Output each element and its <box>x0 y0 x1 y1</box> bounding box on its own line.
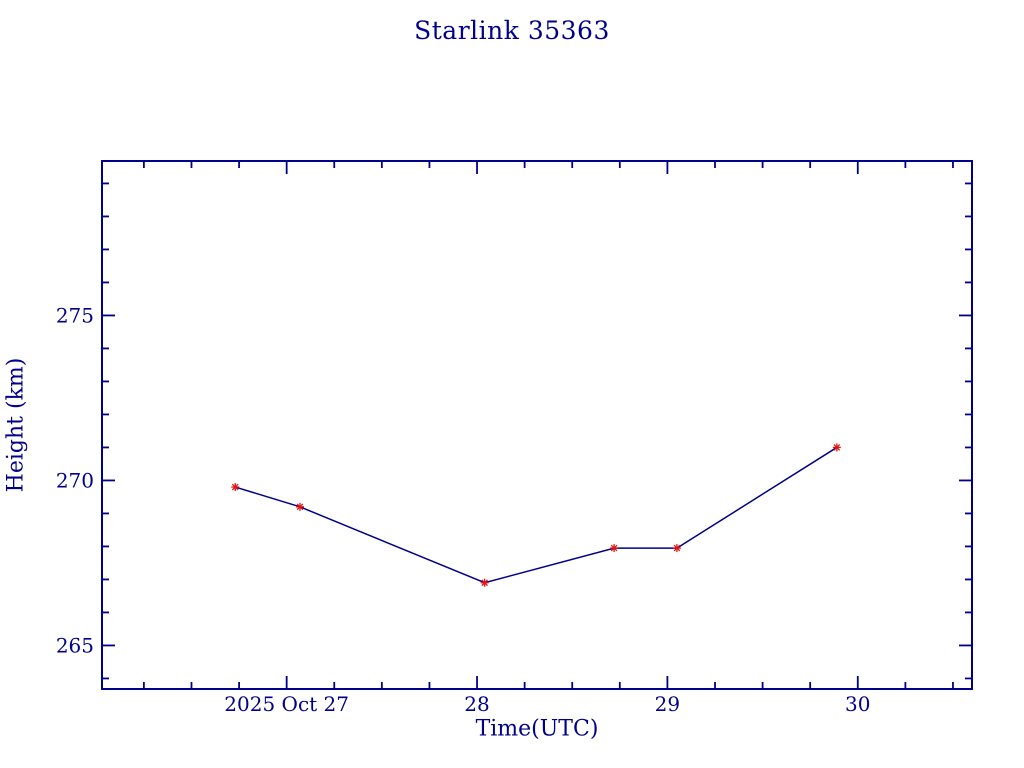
marker-stroke <box>481 579 488 587</box>
x-tick-label: 30 <box>845 692 870 716</box>
x-axis-label: Time(UTC) <box>475 716 599 742</box>
x-tick-label: 28 <box>464 692 489 716</box>
data-point-marker <box>832 443 841 452</box>
x-tick-label: 2025 Oct 27 <box>224 692 349 716</box>
series-line <box>235 446 838 584</box>
marker-stroke <box>833 444 841 451</box>
chart-title: Starlink 35363 <box>414 16 610 45</box>
data-point-marker <box>231 483 240 492</box>
y-tick-label: 265 <box>56 633 94 657</box>
y-tick-label: 270 <box>56 468 94 492</box>
data-point-marker <box>672 544 681 553</box>
marker-stroke <box>296 503 304 511</box>
data-point-marker <box>295 502 304 511</box>
marker-stroke <box>610 544 618 552</box>
y-tick-label: 275 <box>56 303 94 327</box>
marker-stroke <box>231 483 239 491</box>
data-point-marker <box>480 578 489 587</box>
data-point-marker <box>610 544 619 553</box>
marker-stroke <box>673 544 681 552</box>
plot-frame <box>101 160 973 690</box>
x-tick-label: 29 <box>655 692 680 716</box>
